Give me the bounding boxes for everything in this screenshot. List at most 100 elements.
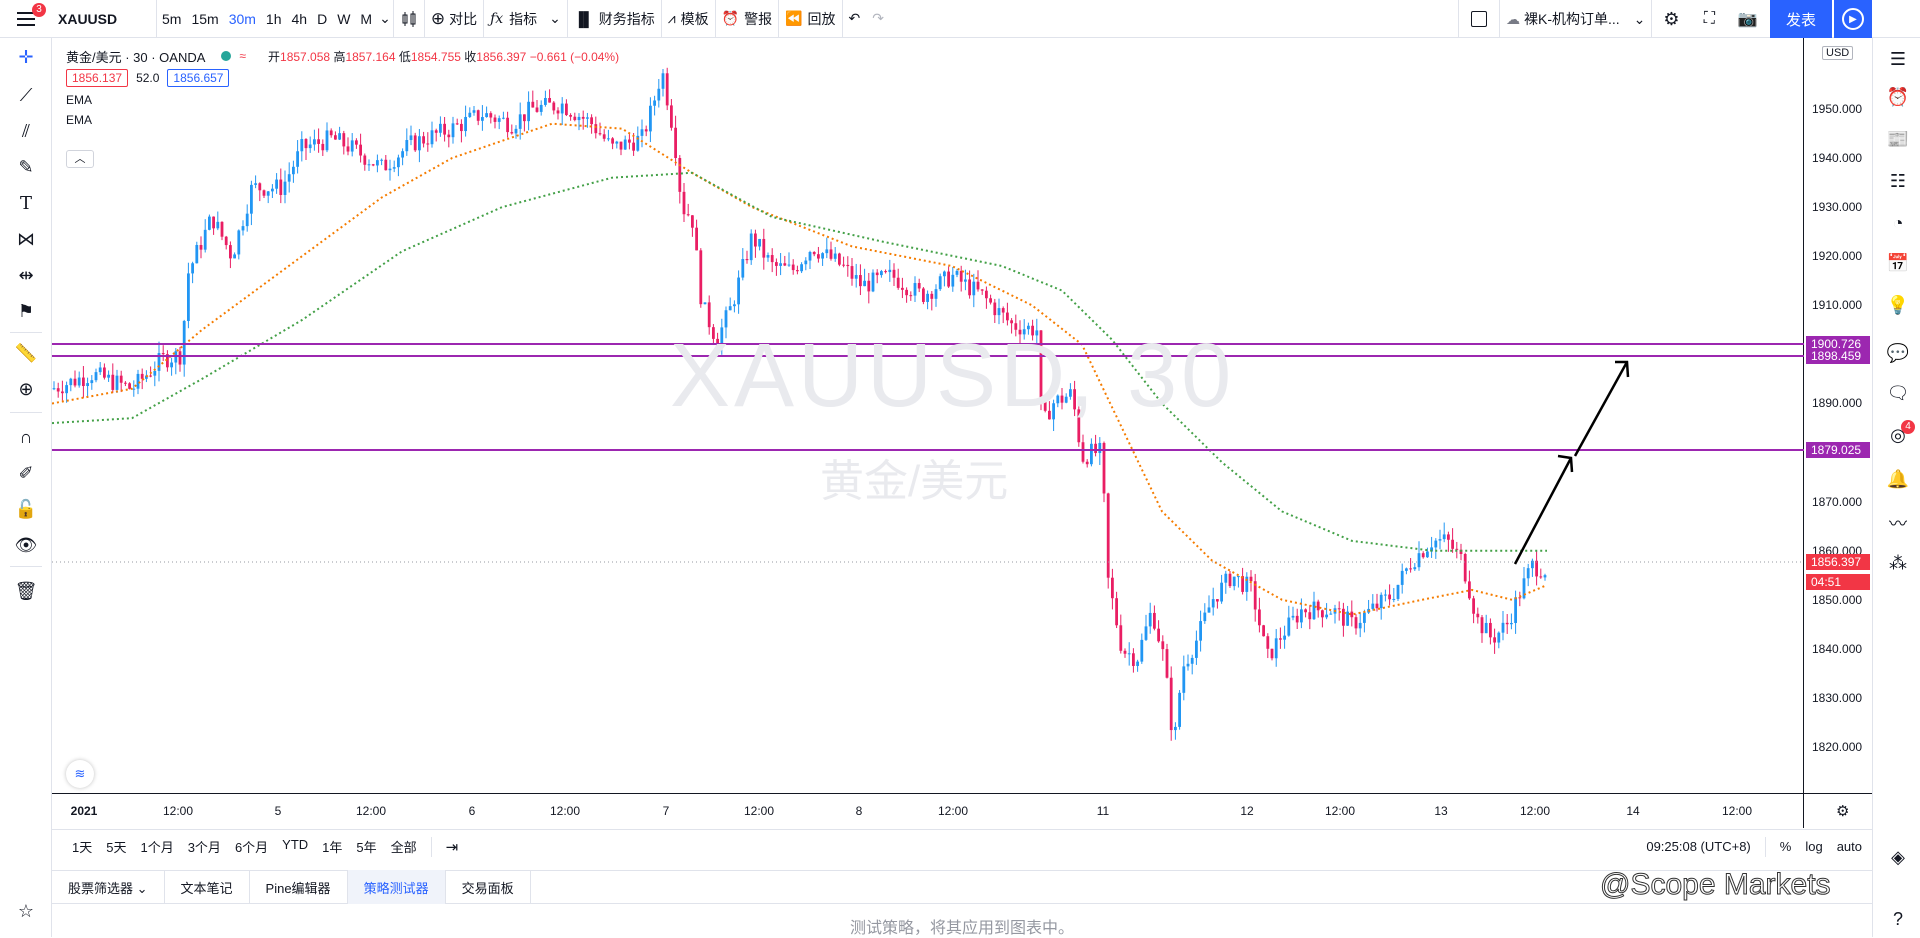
- range-button[interactable]: YTD: [282, 837, 309, 852]
- watchlist-icon[interactable]: ☰: [1889, 48, 1907, 69]
- redo-button[interactable]: ↷: [866, 0, 890, 38]
- clock[interactable]: 09:25:08 (UTC+8): [1646, 839, 1751, 854]
- candle-body: [917, 283, 921, 289]
- publish-button[interactable]: 发表: [1770, 0, 1832, 38]
- magnet-icon[interactable]: ∩: [19, 426, 33, 447]
- trash-icon[interactable]: 🗑: [14, 580, 38, 601]
- undo-button[interactable]: ↶: [843, 0, 867, 38]
- candle-body: [905, 289, 908, 296]
- templates-button[interactable]: ⩘ 模板: [662, 0, 715, 38]
- symbol-search[interactable]: XAUUSD: [58, 10, 118, 27]
- tab-3[interactable]: 策略测试器: [347, 870, 446, 904]
- interval-5m[interactable]: 5m: [162, 10, 182, 27]
- messages-icon[interactable]: 🗨: [1886, 382, 1910, 403]
- ideas-icon[interactable]: 💡: [1886, 294, 1910, 315]
- calendar-icon[interactable]: 📅: [1886, 252, 1910, 273]
- range-button[interactable]: 1个月: [140, 840, 174, 855]
- goto-date-icon[interactable]: ⇥: [445, 838, 459, 856]
- candle-body: [665, 73, 669, 106]
- play-button[interactable]: ▶: [1834, 0, 1872, 38]
- text-icon[interactable]: T: [19, 192, 32, 214]
- interval-1h[interactable]: 1h: [265, 10, 282, 27]
- collapse-legend-button[interactable]: ︿: [66, 150, 94, 168]
- lock-icon[interactable]: 🔓: [14, 498, 38, 519]
- candle-body: [1468, 581, 1471, 599]
- financials-button[interactable]: ▐▌ 财务指标: [568, 0, 661, 38]
- indicators-button[interactable]: ƒx 指标 ⌄: [484, 0, 567, 38]
- news-icon[interactable]: 📰: [1886, 128, 1910, 149]
- percent-toggle[interactable]: %: [1779, 839, 1792, 854]
- currency-label[interactable]: USD: [1822, 46, 1854, 60]
- arrow-1[interactable]: [1513, 457, 1573, 565]
- range-button[interactable]: 6个月: [234, 840, 269, 855]
- order-panel-icon[interactable]: 〰: [1889, 514, 1907, 534]
- candle-body: [556, 110, 560, 114]
- interval-D[interactable]: D: [317, 10, 328, 27]
- dom-icon[interactable]: ⁂: [1889, 552, 1907, 573]
- interval-M[interactable]: M: [360, 10, 373, 27]
- candle-body: [195, 244, 199, 264]
- layout-select[interactable]: ☁ 裸K-机构订单... ⌄: [1500, 0, 1651, 38]
- fullscreen-button[interactable]: ⛶: [1690, 0, 1728, 38]
- select-box-button[interactable]: [1459, 0, 1499, 38]
- interval-W[interactable]: W: [337, 10, 351, 27]
- candle-body: [56, 388, 60, 392]
- brush-icon[interactable]: ✎: [18, 156, 34, 177]
- bid-price[interactable]: 1856.137: [66, 69, 129, 87]
- ask-price[interactable]: 1856.657: [167, 69, 230, 87]
- main-menu-button[interactable]: 3: [0, 0, 52, 38]
- tab-2[interactable]: Pine编辑器: [250, 870, 348, 904]
- icons-icon[interactable]: ⚑: [17, 300, 35, 321]
- star-icon[interactable]: ☆: [17, 900, 35, 921]
- tab-1[interactable]: 文本笔记: [165, 870, 250, 904]
- price-chart[interactable]: [52, 38, 1872, 828]
- range-button[interactable]: 5天: [106, 840, 127, 855]
- candle-body: [649, 105, 652, 132]
- prediction-icon[interactable]: ⇹: [18, 264, 34, 285]
- zoom-in-icon[interactable]: ⊕: [18, 378, 34, 399]
- stay-drawing-icon[interactable]: ✐: [18, 462, 34, 483]
- replay-button[interactable]: ⏪ 回放: [779, 0, 841, 38]
- help-icon[interactable]: ?: [1892, 908, 1903, 929]
- arrow-2[interactable]: [1573, 361, 1629, 457]
- axis-settings-gear-icon[interactable]: ⚙: [1836, 803, 1850, 820]
- eye-icon[interactable]: 👁: [14, 534, 38, 555]
- range-button[interactable]: 5年: [356, 840, 377, 855]
- alert-button[interactable]: ⏰ 警报: [716, 0, 778, 38]
- settings-button[interactable]: ⚙: [1652, 0, 1690, 38]
- range-button[interactable]: 3个月: [187, 840, 221, 855]
- fib-icon[interactable]: ⫽: [21, 120, 31, 141]
- trend-line-icon[interactable]: ⟋: [19, 84, 33, 105]
- legend-title[interactable]: 黄金/美元 · 30 · OANDA: [66, 49, 206, 65]
- candle-body: [884, 271, 887, 273]
- tab-0[interactable]: 股票筛选器 ⌄: [52, 870, 165, 904]
- range-button[interactable]: 全部: [390, 840, 417, 855]
- ema-legend-2[interactable]: EMA: [66, 113, 93, 127]
- candle-body: [481, 117, 484, 121]
- compare-button[interactable]: ⊕ 对比: [425, 0, 483, 38]
- interval-30m[interactable]: 30m: [228, 10, 256, 27]
- alarm-icon[interactable]: ⏰: [1886, 86, 1910, 107]
- layers-icon[interactable]: ◈: [1891, 846, 1905, 867]
- snapshot-button[interactable]: 📷: [1728, 0, 1766, 38]
- interval-4h[interactable]: 4h: [291, 10, 308, 27]
- chart-type-button[interactable]: [394, 0, 424, 38]
- auto-toggle[interactable]: auto: [1836, 839, 1862, 854]
- chevron-down-icon[interactable]: ⌄: [379, 10, 391, 26]
- candle-body: [1413, 567, 1417, 570]
- log-toggle[interactable]: log: [1805, 839, 1823, 854]
- ema-legend-1[interactable]: EMA: [66, 93, 93, 107]
- tab-4[interactable]: 交易面板: [446, 870, 531, 904]
- ruler-icon[interactable]: 📏: [14, 342, 38, 363]
- chat-icon[interactable]: 💬: [1886, 342, 1910, 363]
- pattern-icon[interactable]: ⋈: [17, 228, 35, 249]
- data-window-icon[interactable]: ☷: [1889, 170, 1907, 191]
- range-button[interactable]: 1天: [72, 840, 93, 855]
- interval-15m[interactable]: 15m: [191, 10, 219, 27]
- streams-icon[interactable]: ◎: [1890, 424, 1906, 445]
- candle-body: [972, 281, 976, 296]
- notification-icon[interactable]: 🔔: [1886, 468, 1910, 489]
- crosshair-icon[interactable]: ✛: [18, 46, 34, 67]
- hotlist-icon[interactable]: ◔: [1892, 212, 1904, 233]
- range-button[interactable]: 1年: [322, 840, 343, 855]
